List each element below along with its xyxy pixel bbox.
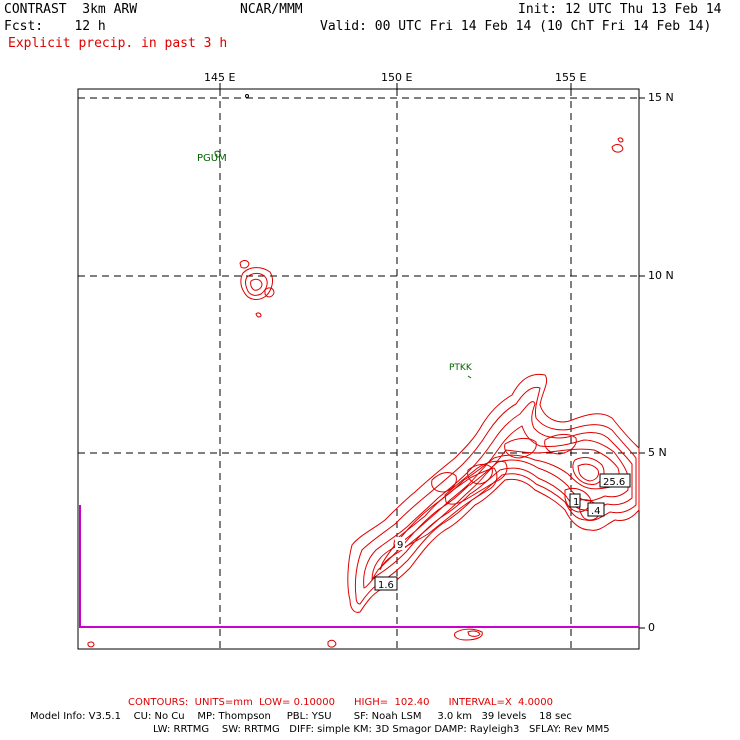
contour-label: 9 (397, 540, 403, 551)
tick-marks (219, 83, 645, 629)
field-title: Explicit precip. in past 3 h (8, 36, 228, 51)
init-time: Init: 12 UTC Thu 13 Feb 14 (518, 2, 722, 17)
chuuk-marker (467, 375, 472, 379)
station-label-ptkk: PTKK (449, 363, 473, 373)
organization-label: NCAR/MMM (240, 2, 303, 17)
physics-info: LW: RRTMG SW: RRTMG DIFF: simple KM: 3D … (153, 724, 610, 735)
precip-contours (87, 137, 640, 648)
lat-label-15n: 15 N (648, 91, 674, 104)
contour-label: .4 (591, 506, 601, 517)
valid-time: Valid: 00 UTC Fri 14 Feb 14 (10 ChT Fri … (320, 19, 712, 34)
contour-value-labels: 1.6 9 1 25.6 .4 (374, 473, 631, 591)
map-frame (77, 88, 640, 650)
lon-label-150e: 150 E (381, 71, 413, 84)
lon-label-155e: 155 E (555, 71, 587, 84)
lat-label-0: 0 (648, 621, 655, 634)
forecast-hour: Fcst: 12 h (4, 19, 106, 34)
guam-coastline (214, 150, 221, 158)
contour-info: CONTOURS: UNITS=mm LOW= 0.10000 HIGH= 10… (128, 697, 554, 708)
graticule (78, 89, 639, 649)
island-dot (245, 94, 249, 98)
contour-label: 1.6 (378, 580, 394, 591)
lon-label-145e: 145 E (204, 71, 236, 84)
model-info: Model Info: V3.5.1 CU: No Cu MP: Thompso… (30, 711, 572, 722)
contour-label: 1 (573, 497, 579, 508)
equator-line (79, 505, 639, 628)
contour-label: 25.6 (603, 477, 625, 488)
model-title: CONTRAST 3km ARW (4, 2, 138, 17)
station-markers: PGUM PTKK (197, 94, 473, 379)
lat-label-10n: 10 N (648, 269, 674, 282)
lat-label-5n: 5 N (648, 446, 667, 459)
station-label-pgum: PGUM (197, 153, 227, 164)
